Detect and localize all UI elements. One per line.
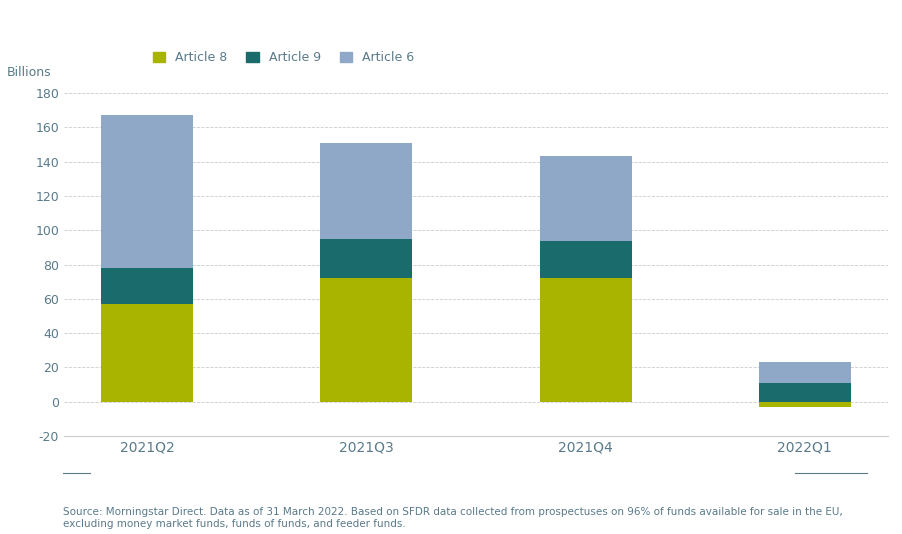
Bar	[758, 362, 850, 383]
Bar	[101, 115, 193, 268]
Bar	[101, 304, 193, 402]
Text: Source: Morningstar Direct. Data as of 31 March 2022. Based on SFDR data collect: Source: Morningstar Direct. Data as of 3…	[63, 507, 842, 529]
Bar	[101, 268, 193, 304]
Legend: Article 8, Article 9, Article 6: Article 8, Article 9, Article 6	[152, 51, 414, 64]
Bar	[758, 383, 850, 402]
Bar	[758, 402, 850, 407]
Bar	[538, 156, 630, 240]
Bar	[320, 239, 412, 278]
Bar	[538, 278, 630, 402]
Bar	[320, 143, 412, 239]
Bar	[538, 240, 630, 278]
Bar	[320, 278, 412, 402]
Text: Billions: Billions	[6, 66, 51, 78]
